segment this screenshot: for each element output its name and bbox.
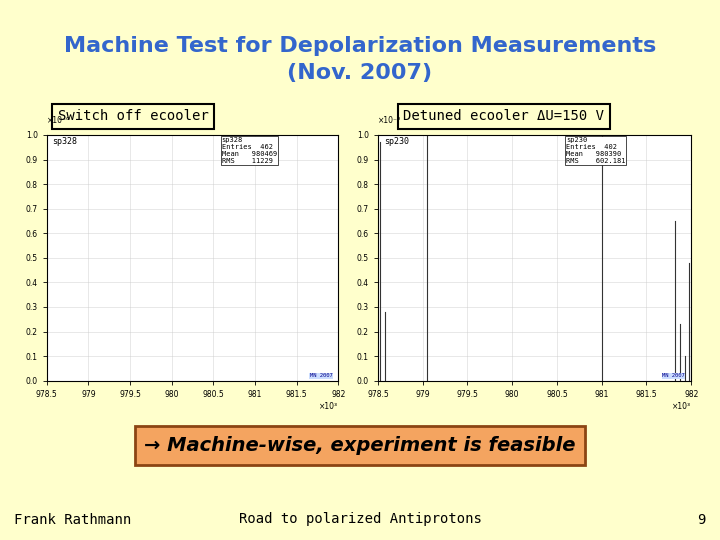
Text: ×10³: ×10³ xyxy=(319,402,338,410)
Text: sp230: sp230 xyxy=(384,138,409,146)
Text: Detuned ecooler ΔU=150 V: Detuned ecooler ΔU=150 V xyxy=(403,109,605,123)
Text: Switch off ecooler: Switch off ecooler xyxy=(58,109,209,123)
Text: (Nov. 2007): (Nov. 2007) xyxy=(287,63,433,83)
Text: → Machine-wise, experiment is feasible: → Machine-wise, experiment is feasible xyxy=(144,436,576,455)
Text: sp328
Entries  462
Mean   980469
RMS    11229: sp328 Entries 462 Mean 980469 RMS 11229 xyxy=(222,138,277,165)
Text: Road to polarized Antiprotons: Road to polarized Antiprotons xyxy=(238,512,482,526)
Text: 9: 9 xyxy=(697,512,706,526)
Text: Frank Rathmann: Frank Rathmann xyxy=(14,512,132,526)
Text: ×10³: ×10³ xyxy=(672,402,691,410)
Text: ×10⁻⁶: ×10⁻⁶ xyxy=(47,116,70,125)
Text: MN 2007: MN 2007 xyxy=(662,373,685,378)
Text: Machine Test for Depolarization Measurements: Machine Test for Depolarization Measurem… xyxy=(64,36,656,56)
Text: sp230
Entries  402
Mean   980390
RMS    602.181: sp230 Entries 402 Mean 980390 RMS 602.18… xyxy=(566,138,626,165)
Text: MN 2007: MN 2007 xyxy=(310,373,333,378)
Text: sp328: sp328 xyxy=(53,138,78,146)
Text: ×10⁻⁶: ×10⁻⁶ xyxy=(378,116,401,125)
